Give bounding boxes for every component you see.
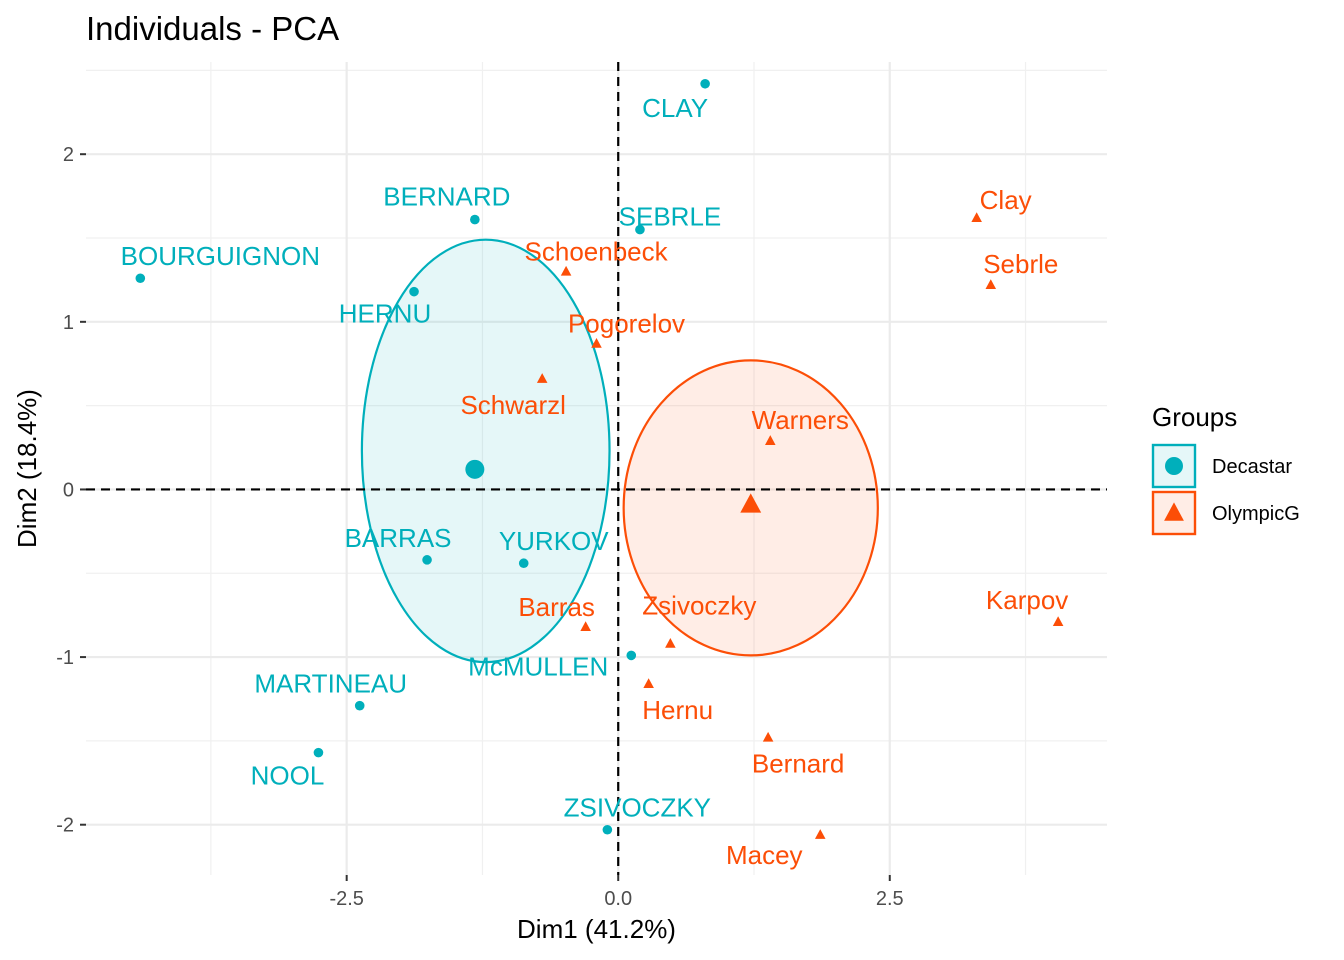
point-macey: [814, 829, 826, 839]
point-label-barras: BARRAS: [345, 523, 452, 553]
point-label-macey: Macey: [726, 840, 803, 870]
point-label-mcmullen: McMULLEN: [468, 651, 608, 681]
point-karpov: [1052, 616, 1064, 626]
point-schwarzl: [536, 373, 548, 383]
point-label-schwarzl: Schwarzl: [460, 390, 565, 420]
point-label-clay: CLAY: [642, 93, 708, 123]
point-label-bernard: Bernard: [752, 749, 845, 779]
point-hernu: [643, 678, 654, 689]
points: [135, 78, 1064, 839]
point-label-yurkov: YURKOV: [499, 526, 609, 556]
y-axis-title: Dim2 (18.4%): [12, 389, 42, 548]
point-labels: CLAY BERNARD SEBRLE BOURGUIGNON HERNU BARRAS Y…: [121, 93, 1069, 870]
point-mcmullen: [626, 650, 637, 661]
point-bourguignon: [135, 273, 146, 284]
legend-symbol-olympicg: [1164, 502, 1184, 521]
y-tick-label: -1: [56, 647, 74, 669]
legend-key-decastar: [1151, 443, 1197, 489]
x-tick-label: 0.0: [604, 888, 632, 910]
point-bernard: [762, 731, 774, 742]
chart-title: Individuals - PCA: [86, 10, 339, 47]
y-tick-label: 0: [63, 479, 74, 501]
point-label-zsivoczky: Zsivoczky: [642, 591, 756, 621]
legend-label-decastar: Decastar: [1212, 456, 1292, 478]
point-label-bourguignon: BOURGUIGNON: [121, 241, 320, 271]
point-label-nool: NOOL: [251, 761, 325, 791]
point-label-clay: Clay: [980, 185, 1032, 215]
group-ellipses: [360, 238, 879, 664]
point-yurkov: [518, 558, 529, 569]
reference-lines: [86, 62, 1107, 875]
point-schoenbeck: [560, 265, 572, 276]
point-label-martineau: MARTINEAU: [254, 669, 407, 699]
point-pogorelov: [591, 337, 602, 348]
legend-symbol-decastar: [1165, 457, 1183, 475]
point-warners: [765, 435, 776, 445]
point-clay: [700, 78, 710, 89]
point-sebrle: [985, 279, 997, 290]
point-label-pogorelov: Pogorelov: [568, 309, 685, 339]
x-axis-title: Dim1 (41.2%): [517, 914, 676, 944]
point-label-hernu: HERNU: [339, 299, 431, 329]
y-tick-label: 2: [63, 144, 74, 166]
point-label-sebrle: SEBRLE: [619, 202, 722, 232]
point-bernard: [470, 214, 480, 225]
legend-title: Groups: [1152, 402, 1237, 432]
legend: Groups Decastar OlympicG: [1151, 402, 1300, 536]
y-tick-label: 1: [63, 312, 74, 334]
point-zsivoczky: [665, 638, 676, 648]
point-clay: [971, 212, 982, 222]
group-mean-decastar: [465, 459, 485, 479]
point-barras: [422, 555, 432, 565]
point-hernu: [409, 286, 419, 297]
legend-label-olympicg: OlympicG: [1212, 503, 1300, 525]
point-nool: [313, 747, 324, 758]
point-martineau: [354, 700, 365, 711]
point-label-warners: Warners: [752, 405, 849, 435]
point-zsivoczky: [602, 824, 613, 835]
point-label-schoenbeck: Schoenbeck: [525, 237, 669, 267]
point-label-zsivoczky: ZSIVOCZKY: [564, 793, 711, 823]
point-label-karpov: Karpov: [986, 585, 1068, 615]
y-tick-label: -2: [56, 815, 74, 837]
x-tick-label: 2.5: [876, 888, 904, 910]
point-label-hernu: Hernu: [642, 695, 713, 725]
x-tick-label: -2.5: [329, 888, 363, 910]
point-label-bernard: BERNARD: [383, 182, 510, 212]
point-label-sebrle: Sebrle: [983, 249, 1058, 279]
point-label-barras: Barras: [518, 592, 595, 622]
point-barras: [580, 621, 591, 632]
group-mean-olympicg: [740, 493, 762, 513]
axes: -2.5 0.0 2.5 -2 -1 0 1 2: [56, 144, 903, 910]
point-sebrle: [635, 224, 645, 235]
